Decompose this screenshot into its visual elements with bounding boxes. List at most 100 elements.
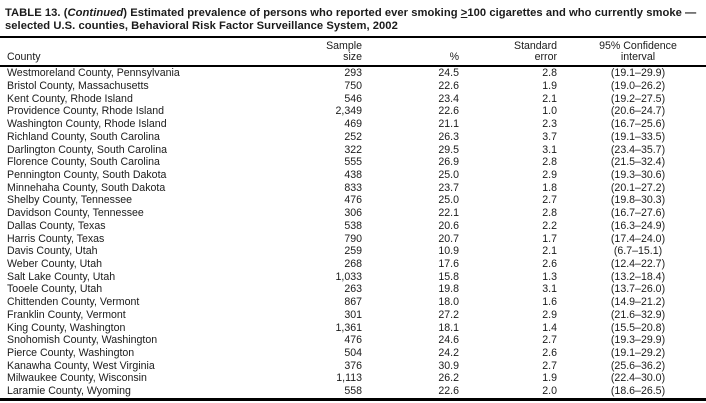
standard-error-cell: 2.9 (542, 168, 557, 181)
percent-cell: 26.3 (438, 130, 459, 143)
percent-cell: 18.0 (438, 296, 459, 309)
confidence-interval-cell: (15.5–20.8) (610, 321, 666, 334)
county-cell: Dallas County, Texas (7, 219, 106, 232)
county-cell: Richland County, South Carolina (7, 130, 160, 143)
sample-size-cell: 1,113 (336, 372, 362, 385)
sample-size-cell: 1,033 (335, 270, 362, 283)
col-header-sample-size-line1: Sample (326, 40, 362, 52)
col-header-standard-error: Standard error (465, 38, 557, 68)
percent-cell: 19.8 (438, 283, 459, 296)
confidence-interval-cell: (19.0–26.2) (610, 79, 666, 92)
standard-error-cell: 1.4 (542, 321, 557, 334)
table-header-row: County Sample size % Standard error 95% … (0, 38, 706, 68)
percent-cell: 23.4 (438, 92, 459, 105)
sample-size-cell: 555 (344, 156, 362, 169)
table-title-line-1: TABLE 13. (Continued) Estimated prevalen… (5, 7, 704, 20)
county-cell: Davis County, Utah (7, 245, 98, 258)
table-header: County Sample size % Standard error 95% … (0, 38, 706, 68)
table-title: TABLE 13. (Continued) Estimated prevalen… (0, 7, 706, 38)
table-title-line-2: selected U.S. counties, Behavioral Risk … (5, 20, 398, 32)
title-continued-label: Continued (67, 7, 124, 19)
sample-size-cell: 322 (344, 143, 362, 156)
confidence-interval-cell: (14.9–21.2) (610, 296, 666, 309)
percent-cell: 24.6 (438, 334, 459, 347)
percent-cell: 23.7 (438, 181, 459, 194)
county-cell: Laramie County, Wyoming (0, 385, 292, 401)
table-row: Providence County, Rhode Island 2,349 22… (0, 105, 706, 118)
sample-size-cell: 263 (344, 283, 362, 296)
confidence-interval-cell: (20.6–24.7) (610, 105, 666, 118)
sample-size-cell: 558 (292, 385, 362, 401)
county-cell: Kent County, Rhode Island (7, 92, 133, 105)
table-row: Kent County, Rhode Island 546 23.4 2.1 (… (0, 93, 706, 106)
standard-error-cell: 2.7 (542, 194, 557, 207)
county-cell: Harris County, Texas (7, 232, 105, 245)
confidence-interval-cell: (16.3–24.9) (610, 219, 666, 232)
table-row: Florence County, South Carolina 555 26.9… (0, 156, 706, 169)
percent-cell: 26.2 (438, 372, 459, 385)
table-row: Laramie County, Wyoming 558 22.6 2.0 (18… (0, 385, 706, 401)
standard-error-cell: 2.1 (542, 92, 557, 105)
percent-cell: 22.6 (438, 105, 459, 118)
table-row: Weber County, Utah 268 17.6 2.6 (12.4–22… (0, 258, 706, 271)
percent-cell: 24.2 (438, 347, 459, 359)
standard-error-cell: 2.1 (542, 245, 557, 258)
title-text-mid: ) Estimated prevalence of persons who re… (123, 7, 461, 19)
percent-cell: 18.1 (438, 321, 459, 334)
percent-cell: 17.6 (438, 257, 459, 270)
sample-size-cell: 538 (344, 219, 362, 232)
sample-size-cell: 252 (344, 130, 362, 143)
confidence-interval-cell: (16.7–25.6) (610, 118, 666, 131)
confidence-interval-cell: (22.4–30.0) (610, 372, 666, 385)
col-header-sample-size-line2: size (343, 50, 362, 63)
sample-size-cell: 790 (344, 232, 362, 245)
percent-cell: 20.7 (438, 232, 459, 245)
standard-error-cell: 3.7 (542, 130, 557, 143)
sample-size-cell: 750 (344, 79, 362, 92)
standard-error-cell: 1.8 (542, 181, 557, 194)
standard-error-cell: 2.9 (542, 308, 557, 321)
county-cell: Milwaukee County, Wisconsin (7, 372, 147, 385)
table-row: Bristol County, Massachusetts 750 22.6 1… (0, 80, 706, 93)
sample-size-cell: 867 (344, 296, 362, 309)
table-row: Westmoreland County, Pennsylvania 293 24… (0, 66, 706, 80)
sample-size-cell: 476 (344, 194, 362, 207)
confidence-interval-cell: (23.4–35.7) (610, 143, 666, 156)
table-row: Kanawha County, West Virginia 376 30.9 2… (0, 360, 706, 373)
sample-size-cell: 2,349 (335, 105, 362, 118)
table-row: Harris County, Texas 790 20.7 1.7 (17.4–… (0, 233, 706, 246)
table-row: Pennington County, South Dakota 438 25.0… (0, 169, 706, 182)
sample-size-cell: 259 (344, 245, 362, 258)
standard-error-cell: 2.6 (542, 257, 557, 270)
confidence-interval-cell: (25.6–36.2) (610, 359, 666, 372)
sample-size-cell: 293 (344, 67, 362, 80)
county-cell: Chittenden County, Vermont (7, 296, 140, 309)
sample-size-cell: 469 (344, 118, 362, 131)
county-cell: Franklin County, Vermont (7, 308, 126, 321)
col-header-standard-error-line1: Standard (514, 40, 557, 52)
standard-error-cell: 2.3 (542, 118, 557, 131)
confidence-interval-cell: (18.6–26.5) (557, 385, 706, 401)
col-header-sample-size: Sample size (292, 38, 362, 68)
table-row: Darlington County, South Carolina 322 29… (0, 144, 706, 157)
county-cell: Washington County, Rhode Island (7, 118, 167, 131)
sample-size-cell: 301 (344, 308, 362, 321)
standard-error-cell: 1.9 (542, 79, 557, 92)
confidence-interval-cell: (19.8–30.3) (610, 194, 666, 207)
confidence-interval-cell: (19.1–33.5) (610, 130, 666, 143)
table-body: Westmoreland County, Pennsylvania 293 24… (0, 66, 706, 401)
standard-error-cell: 2.8 (542, 156, 557, 169)
sample-size-cell: 833 (344, 181, 362, 194)
percent-cell: 25.0 (438, 168, 459, 181)
confidence-interval-cell: (19.1–29.9) (610, 67, 666, 80)
confidence-interval-cell: (13.2–18.4) (610, 270, 666, 283)
percent-cell: 22.6 (362, 385, 465, 401)
confidence-interval-cell: (19.3–30.6) (610, 168, 666, 181)
percent-cell: 10.9 (438, 245, 459, 258)
county-cell: Providence County, Rhode Island (7, 105, 165, 118)
percent-cell: 22.1 (438, 207, 459, 220)
sample-size-cell: 306 (344, 207, 362, 220)
sample-size-cell: 1,361 (335, 321, 362, 334)
sample-size-cell: 476 (344, 334, 362, 347)
percent-cell: 22.6 (438, 79, 459, 92)
